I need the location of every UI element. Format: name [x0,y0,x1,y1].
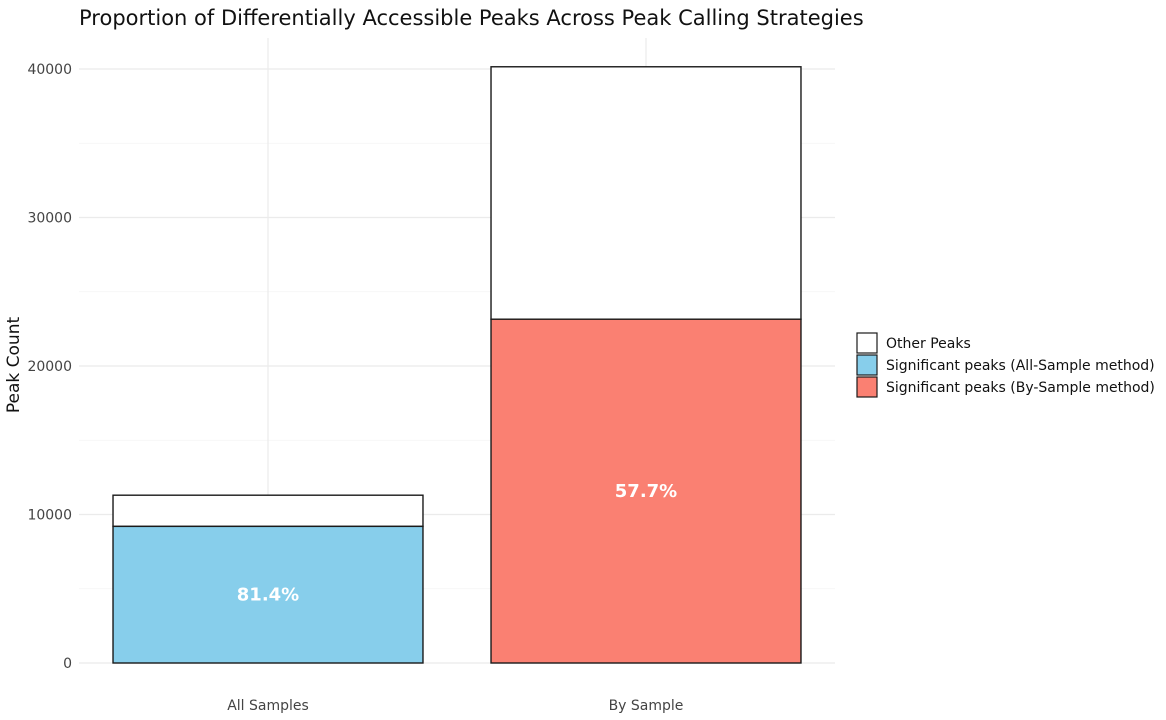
bar-significant-peaks [490,318,802,664]
legend-label: Significant peaks (By-Sample method) [886,380,1155,396]
y-tick-label: 30000 [27,211,72,227]
bar-significant-peaks [112,525,424,664]
x-tick-label: By Sample [609,698,684,714]
x-tick-label: All Samples [227,698,309,714]
legend-swatch [856,376,878,398]
bar-percent-label: 57.7% [615,481,677,502]
bar-percent-label: 81.4% [237,585,299,606]
y-tick-label: 0 [63,656,72,672]
y-axis: 0 10000 20000 30000 40000 [27,62,72,672]
legend-swatch [856,332,878,354]
bars: 81.4% 57.7% [112,66,802,664]
x-axis: All Samples By Sample [227,698,683,714]
y-tick-label: 40000 [27,62,72,78]
legend-label: Significant peaks (All-Sample method) [886,358,1155,374]
legend-label: Other Peaks [886,336,971,352]
legend-swatch [856,354,878,376]
chart-title: Proportion of Differentially Accessible … [79,6,864,30]
y-axis-title: Peak Count [4,317,24,414]
legend: Other Peaks Significant peaks (All-Sample… [856,332,1155,398]
y-tick-label: 20000 [27,359,72,375]
bar-other-peaks [490,66,802,320]
y-tick-label: 10000 [27,508,72,524]
bar-other-peaks [112,494,424,528]
